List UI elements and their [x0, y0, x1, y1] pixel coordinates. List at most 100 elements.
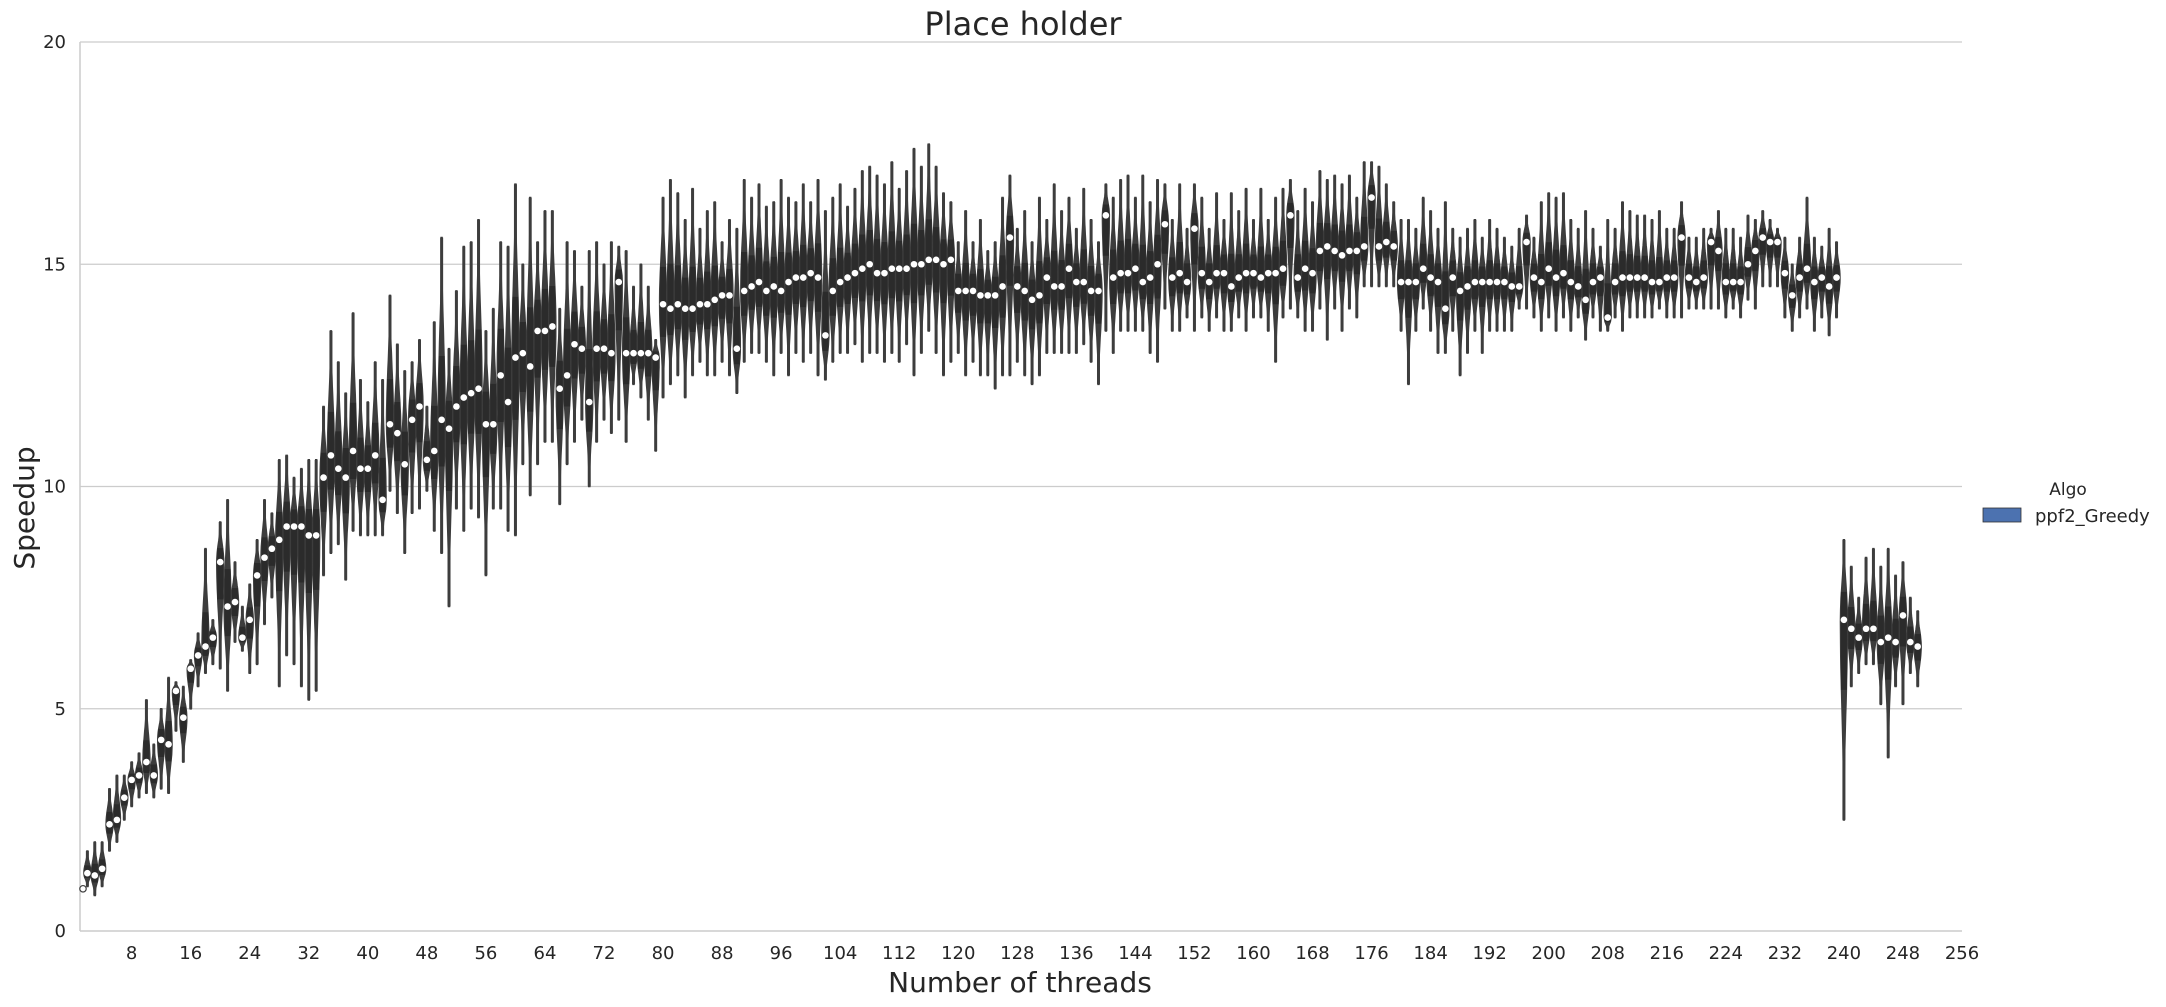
median-marker: [1346, 247, 1353, 255]
median-marker: [859, 265, 866, 272]
median-marker: [556, 385, 564, 393]
median-marker: [637, 349, 645, 357]
median-marker: [903, 265, 910, 272]
x-tick-label: 256: [1945, 943, 1979, 964]
x-tick-label: 40: [356, 943, 379, 964]
median-marker: [1501, 278, 1508, 286]
median-marker: [1641, 274, 1648, 281]
median-marker: [1264, 269, 1272, 277]
median-marker: [1161, 220, 1169, 228]
median-marker: [342, 474, 349, 481]
median-marker: [1375, 243, 1383, 250]
median-marker: [135, 772, 143, 779]
median-marker: [1892, 638, 1899, 646]
x-tick-label: 112: [882, 943, 916, 964]
median-marker: [807, 269, 814, 277]
median-marker: [755, 278, 763, 286]
y-tick-labels: 0 5 10 15 20: [43, 32, 66, 942]
median-marker: [1109, 274, 1117, 281]
median-marker: [1139, 278, 1147, 286]
median-marker: [1656, 278, 1663, 286]
median-marker: [1818, 274, 1826, 281]
median-marker: [1700, 274, 1707, 281]
median-marker: [1907, 638, 1914, 646]
median-marker: [1597, 274, 1604, 281]
median-marker: [504, 398, 512, 406]
median-marker: [1899, 612, 1907, 619]
median-marker: [1545, 265, 1552, 272]
median-marker: [1729, 278, 1737, 286]
median-marker: [549, 323, 556, 330]
median-marker: [947, 256, 955, 264]
median-marker: [622, 349, 630, 357]
median-marker: [1530, 274, 1538, 281]
x-tick-label: 32: [297, 943, 320, 964]
median-marker: [585, 398, 593, 406]
median-marker: [1228, 283, 1235, 290]
x-tick-label: 96: [770, 943, 793, 964]
median-marker: [910, 260, 918, 268]
median-marker: [1663, 274, 1671, 281]
median-marker: [881, 269, 888, 277]
median-marker: [1405, 278, 1412, 286]
median-marker: [1301, 265, 1309, 272]
median-marker: [814, 274, 822, 281]
median-marker: [696, 300, 704, 308]
y-tick-label: 15: [43, 254, 66, 275]
median-marker: [1752, 247, 1759, 255]
median-marker: [1124, 269, 1132, 277]
median-marker: [357, 465, 364, 473]
median-marker: [172, 687, 180, 695]
median-marker: [1095, 287, 1102, 295]
median-marker: [659, 300, 667, 308]
axes: [79, 42, 1962, 932]
y-axis-label: Speedup: [8, 446, 41, 569]
median-marker: [445, 425, 453, 433]
median-marker: [962, 287, 969, 295]
x-tick-label: 88: [711, 943, 734, 964]
median-marker: [740, 287, 748, 295]
median-marker: [335, 465, 342, 473]
median-marker: [1360, 243, 1368, 250]
median-marker: [1781, 269, 1789, 277]
median-marker: [482, 420, 490, 428]
x-tick-label: 208: [1591, 943, 1625, 964]
median-marker: [290, 523, 298, 530]
median-marker: [1515, 283, 1523, 290]
median-marker: [829, 287, 837, 295]
median-marker: [1670, 274, 1678, 281]
median-marker: [298, 523, 305, 530]
median-marker: [1412, 278, 1420, 286]
median-marker: [1235, 274, 1243, 281]
median-marker: [748, 283, 755, 290]
median-marker: [1493, 278, 1501, 286]
x-tick-label: 64: [534, 943, 557, 964]
chart-title: Place holder: [924, 5, 1122, 43]
x-tick-label: 152: [1177, 943, 1211, 964]
median-marker: [770, 283, 778, 290]
x-axis-label: Number of threads: [888, 966, 1152, 999]
median-marker: [1272, 269, 1279, 277]
median-marker: [349, 447, 357, 455]
median-marker: [733, 345, 741, 353]
median-marker: [1073, 278, 1080, 286]
median-marker: [1471, 278, 1479, 286]
median-marker: [918, 260, 925, 268]
median-marker: [763, 287, 770, 295]
median-marker: [1028, 296, 1036, 304]
median-marker: [851, 269, 859, 277]
median-marker: [925, 256, 933, 264]
x-tick-label: 24: [238, 943, 261, 964]
median-marker: [1442, 305, 1449, 313]
median-marker: [1722, 278, 1730, 286]
violin-series: [83, 143, 1922, 897]
median-marker: [1633, 274, 1641, 281]
x-tick-label: 224: [1709, 943, 1743, 964]
median-markers: [79, 194, 1922, 893]
median-marker: [253, 572, 261, 579]
median-marker: [246, 616, 254, 624]
median-marker: [1250, 269, 1257, 277]
median-marker: [822, 332, 829, 339]
x-tick-label: 240: [1827, 943, 1861, 964]
median-marker: [844, 274, 851, 281]
